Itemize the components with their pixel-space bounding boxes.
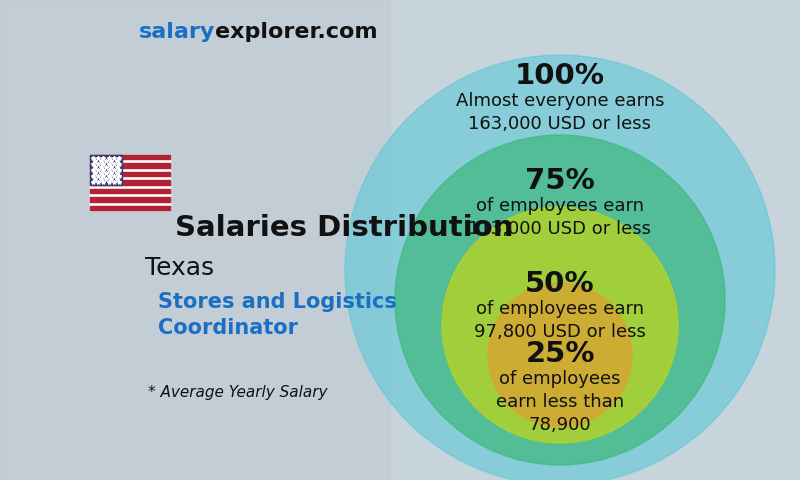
Text: 50%: 50% — [525, 270, 595, 298]
Text: * Average Yearly Salary: * Average Yearly Salary — [148, 384, 327, 399]
Bar — [90, 164, 170, 168]
Bar — [90, 206, 170, 210]
Text: Almost everyone earns
163,000 USD or less: Almost everyone earns 163,000 USD or les… — [456, 92, 664, 133]
Circle shape — [395, 135, 725, 465]
Bar — [90, 172, 170, 176]
Bar — [90, 155, 122, 185]
Bar — [90, 197, 170, 202]
Bar — [90, 189, 170, 193]
Text: salary: salary — [138, 22, 215, 42]
Text: Stores and Logistics
Coordinator: Stores and Logistics Coordinator — [158, 292, 397, 338]
Text: 75%: 75% — [525, 167, 595, 195]
Text: Salaries Distribution: Salaries Distribution — [175, 214, 514, 242]
Text: explorer.com: explorer.com — [215, 22, 378, 42]
Text: 100%: 100% — [515, 62, 605, 90]
Bar — [90, 155, 170, 159]
Bar — [0, 0, 390, 480]
Text: Texas: Texas — [145, 256, 214, 280]
Text: of employees
earn less than
78,900: of employees earn less than 78,900 — [496, 370, 624, 434]
Bar — [90, 180, 170, 185]
Text: 25%: 25% — [526, 340, 594, 368]
Circle shape — [488, 283, 632, 427]
Text: of employees earn
113,000 USD or less: of employees earn 113,000 USD or less — [469, 197, 651, 238]
Circle shape — [442, 207, 678, 443]
Text: of employees earn
97,800 USD or less: of employees earn 97,800 USD or less — [474, 300, 646, 341]
Circle shape — [345, 55, 775, 480]
Bar — [90, 155, 170, 210]
